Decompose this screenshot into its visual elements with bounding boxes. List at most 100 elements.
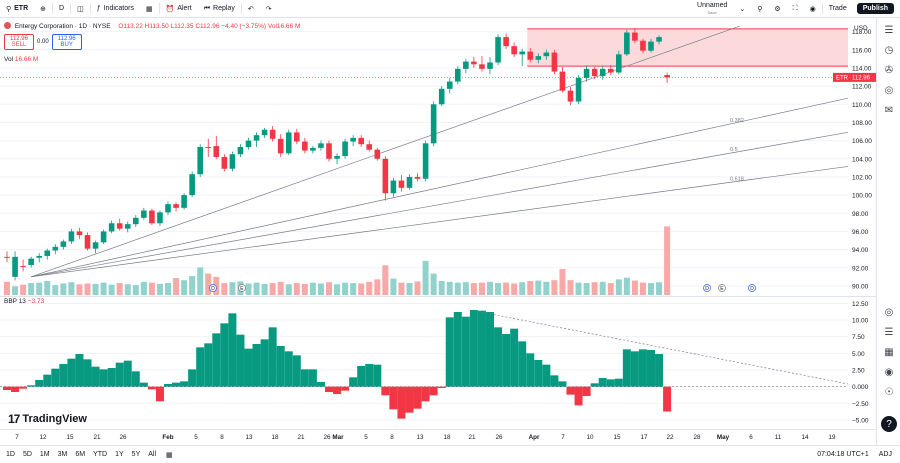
undo-button[interactable]: ↶	[242, 0, 260, 18]
compare-button[interactable]: ⊕	[34, 0, 52, 18]
candle-body	[382, 158, 389, 194]
watchlist-icon[interactable]: ☰	[884, 24, 894, 36]
indicators-button[interactable]: ƒ Indicators	[91, 0, 140, 18]
range-5d[interactable]: 5D	[22, 451, 32, 458]
event-marker-label: E	[240, 286, 244, 292]
candle-body	[189, 174, 195, 196]
quick-search-button[interactable]: ⚲	[751, 0, 768, 18]
candle-body	[591, 68, 598, 77]
time-tick-label: 17	[640, 434, 648, 441]
settings-button[interactable]: ⚙	[768, 0, 786, 18]
range-1y[interactable]: 1Y	[115, 451, 124, 458]
layers-icon[interactable]: ☰	[884, 326, 894, 338]
calendar-icon[interactable]: ▦	[884, 346, 894, 358]
indicator-bar	[123, 360, 132, 387]
chart-canvas[interactable]: 0.382 0.5 0.618 D E D E D 90.00 92.00 94.00 96.00…	[0, 18, 876, 445]
ideas-icon[interactable]: ◎	[884, 84, 894, 96]
candle-body	[12, 256, 18, 277]
price-grid	[0, 31, 848, 287]
help-icon[interactable]: ?	[881, 416, 897, 432]
volume-bar	[84, 283, 91, 295]
target-icon[interactable]: ◎	[884, 306, 894, 318]
candle-body	[543, 52, 550, 57]
time-tick-label: 6	[749, 434, 753, 441]
range-3m[interactable]: 3M	[57, 451, 68, 458]
volume-bar	[366, 281, 373, 295]
chat-bubble-icon[interactable]: ✉	[884, 104, 894, 116]
event-marker	[209, 284, 217, 292]
volume-bar	[213, 276, 220, 295]
time-tick-label: 12	[39, 434, 47, 441]
candle-body	[149, 210, 155, 224]
symbol-search[interactable]: ⚲ ETR	[0, 0, 34, 18]
range-ytd[interactable]: YTD	[93, 451, 108, 458]
sell-button[interactable]: 112.96 SELL	[4, 34, 34, 50]
chart-type-button[interactable]: ◫	[71, 0, 90, 18]
clock[interactable]: 07:04:18 UTC+1	[817, 451, 869, 458]
price-tick-label: 118.00	[852, 29, 872, 36]
range-6m[interactable]: 6M	[75, 451, 86, 458]
volume-bar	[116, 283, 123, 295]
redo-button[interactable]: ↷	[260, 0, 278, 18]
time-tick-label: 7	[561, 434, 565, 441]
layout-save-status: Save	[707, 9, 717, 15]
volume-bar	[414, 281, 421, 295]
candle-body	[551, 52, 558, 72]
volume-bar	[478, 282, 485, 295]
trade-button[interactable]: Trade	[828, 5, 847, 12]
volume-bar	[390, 278, 397, 295]
event-marker-label: E	[720, 286, 724, 292]
alerts-clock-icon[interactable]: ◷	[884, 44, 894, 56]
candle-body	[326, 143, 332, 159]
notifications-icon[interactable]: ◉	[884, 366, 894, 378]
sell-price: 112.96	[10, 36, 28, 42]
date-range-icon[interactable]: ▦	[166, 451, 173, 459]
candle-body	[463, 61, 469, 69]
indicator-bar	[349, 377, 358, 387]
indicator-bar	[486, 312, 494, 387]
indicator-trend-line	[473, 310, 849, 385]
indicator-bar	[316, 382, 325, 387]
fullscreen-button[interactable]: ⛶	[787, 0, 804, 18]
legend-ohlc: O113.22 H113.50 L112.35 C112.96 −4.40 (−…	[118, 23, 301, 30]
volume-bar	[52, 285, 59, 295]
candle-body	[398, 180, 405, 188]
candle-body	[157, 212, 163, 224]
volume-bar	[454, 282, 461, 295]
replay-button[interactable]: ⏮ Replay	[198, 0, 241, 18]
range-all[interactable]: All	[148, 451, 157, 458]
resistance-zone	[0, 28, 848, 78]
interval-button[interactable]: D	[59, 5, 65, 12]
volume-bar	[132, 285, 139, 295]
snapshot-button[interactable]: ◉	[804, 0, 822, 18]
chat-icon[interactable]: ✇	[884, 64, 894, 76]
range-1d[interactable]: 1D	[6, 451, 15, 458]
candle-body	[575, 77, 582, 102]
adj-toggle[interactable]: ADJ	[878, 451, 892, 458]
indicator-bar	[494, 327, 503, 387]
volume-label: Vol	[4, 56, 14, 63]
alert-button[interactable]: ⏰ Alert	[160, 0, 198, 18]
price-tick-label: 114.00	[852, 65, 872, 72]
templates-button[interactable]: ▦	[140, 0, 159, 18]
publish-button[interactable]: Publish	[856, 3, 894, 14]
alert-label: Alert	[177, 5, 192, 12]
candle-body	[213, 146, 220, 157]
candle-body	[221, 156, 228, 169]
candle-body	[44, 250, 51, 256]
layout-menu-button[interactable]: ⌄	[733, 0, 751, 18]
range-1m[interactable]: 1M	[39, 451, 50, 458]
indicator-tick-label: −2.50	[852, 401, 869, 408]
indicator-bar	[437, 386, 446, 388]
volume-bar	[156, 283, 163, 295]
indicator-bar	[244, 348, 253, 387]
buy-button[interactable]: 112.96 BUY	[51, 34, 82, 50]
indicator-bar	[566, 386, 575, 395]
layout-name-button[interactable]: Unnamed Save	[691, 2, 733, 16]
range-5y[interactable]: 5Y	[131, 451, 141, 458]
volume-bar	[607, 283, 614, 295]
broadcast-icon[interactable]: ☉	[884, 386, 894, 398]
candle-body	[374, 149, 381, 159]
tradingview-logo[interactable]: 17 TradingView	[8, 412, 87, 426]
indicator-bar	[606, 379, 615, 387]
